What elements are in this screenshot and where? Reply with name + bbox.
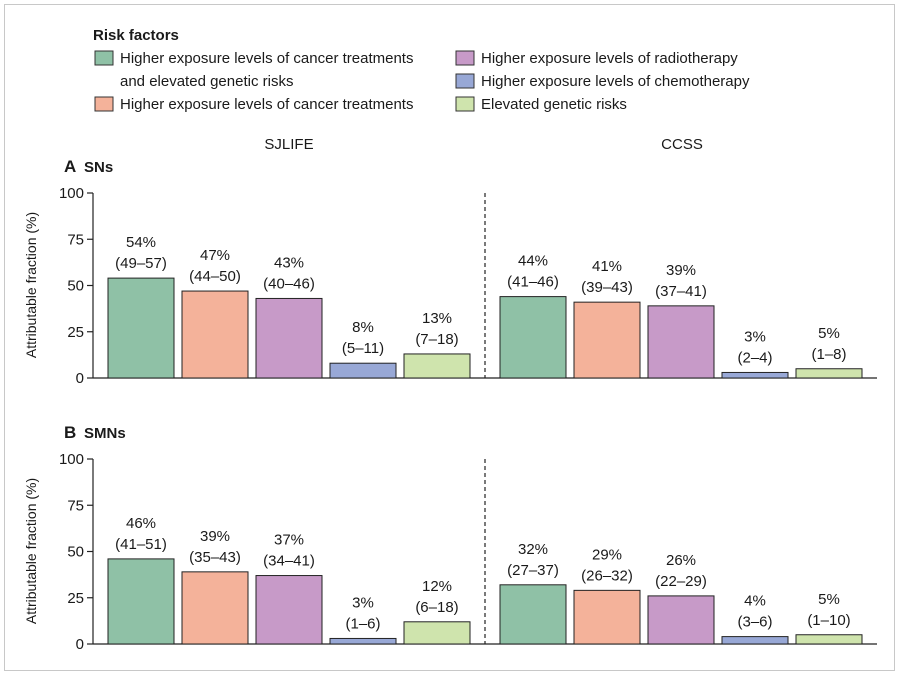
- bar-ci-label: (34–41): [263, 553, 315, 570]
- bar-ci-label: (2–4): [737, 349, 772, 366]
- cohort-header-sjlife: SJLIFE: [264, 136, 313, 153]
- bar-value-label: 32%: [518, 541, 548, 558]
- bar-value-label: 29%: [592, 546, 622, 563]
- bar-ci-label: (39–43): [581, 279, 633, 296]
- bar-value-label: 47%: [200, 247, 230, 264]
- cohort-header-ccss: CCSS: [661, 136, 703, 153]
- bar-ci-label: (35–43): [189, 549, 241, 566]
- bar-b-ccss-combined: [499, 584, 567, 645]
- panel-a-letter: A: [64, 157, 76, 176]
- legend-swatch-treatments: [94, 96, 114, 112]
- panel-b-ylabel: Attributable fraction (%): [23, 478, 39, 624]
- y-tick-label: 25: [67, 324, 84, 341]
- bar-a-sjlife-chemotherapy: [329, 362, 397, 379]
- panel-a-plot: 0 25 50 75 100 (49–57) 54% (44–50) 47% (40–46) 43%…: [59, 185, 877, 387]
- bar-ci-label: (27–37): [507, 562, 559, 579]
- y-tick-label: 50: [67, 544, 84, 561]
- bar-value-label: 39%: [200, 528, 230, 545]
- y-tick-label: 100: [59, 185, 84, 202]
- y-tick-label: 50: [67, 278, 84, 295]
- bar-a-sjlife-radiotherapy: [255, 297, 323, 379]
- bar-value-label: 41%: [592, 258, 622, 275]
- bar-b-sjlife-radiotherapy: [255, 575, 323, 645]
- y-tick-label: 0: [76, 370, 84, 387]
- bar-a-ccss-chemotherapy: [721, 371, 789, 379]
- bar-value-label: 13%: [422, 310, 452, 327]
- bar-ci-label: (7–18): [415, 331, 458, 348]
- legend: Risk factors Higher exposure levels of c…: [93, 27, 750, 113]
- bar-ci-label: (44–50): [189, 268, 241, 285]
- bar-a-ccss-combined: [499, 296, 567, 379]
- y-tick-label: 100: [59, 451, 84, 468]
- bar-b-ccss-genetic: [795, 634, 863, 645]
- legend-swatch-chemotherapy: [455, 73, 475, 89]
- bar-ci-label: (41–46): [507, 274, 559, 291]
- bar-value-label: 44%: [518, 253, 548, 270]
- legend-swatch-radiotherapy: [455, 50, 475, 66]
- panel-b-title: SMNs: [84, 425, 126, 442]
- legend-title: Risk factors: [93, 27, 179, 44]
- bar-value-label: 39%: [666, 262, 696, 279]
- bar-b-ccss-treatments: [573, 589, 641, 645]
- bar-a-sjlife-treatments: [181, 290, 249, 379]
- bar-ci-label: (5–11): [342, 340, 384, 357]
- bar-ci-label: (49–57): [115, 255, 167, 272]
- legend-label-radiotherapy: Higher exposure levels of radiotherapy: [481, 50, 738, 67]
- panel-b-letter: B: [64, 423, 76, 442]
- figure-frame: [4, 4, 895, 671]
- bar-b-sjlife-treatments: [181, 571, 249, 645]
- bar-a-sjlife-genetic: [403, 353, 471, 379]
- bar-a-sjlife-combined: [107, 277, 175, 379]
- legend-label-combined-line1: Higher exposure levels of cancer treatme…: [120, 50, 413, 67]
- legend-label-chemotherapy: Higher exposure levels of chemotherapy: [481, 73, 750, 90]
- bar-b-ccss-chemotherapy: [721, 636, 789, 645]
- legend-swatch-genetic: [455, 96, 475, 112]
- bar-ci-label: (1–6): [345, 615, 380, 632]
- bar-b-ccss-radiotherapy: [647, 595, 715, 645]
- bar-ci-label: (26–32): [581, 567, 633, 584]
- panel-b-plot: 0 25 50 75 100 (41–51) 46% (35–43) 39% (34–41) 37%…: [59, 451, 877, 653]
- legend-label-genetic: Elevated genetic risks: [481, 96, 627, 113]
- y-tick-label: 75: [67, 497, 84, 514]
- legend-label-treatments: Higher exposure levels of cancer treatme…: [120, 96, 413, 113]
- bar-ci-label: (3–6): [737, 614, 772, 631]
- y-tick-label: 75: [67, 231, 84, 248]
- bar-a-ccss-radiotherapy: [647, 305, 715, 379]
- bar-b-sjlife-chemotherapy: [329, 637, 397, 645]
- bar-value-label: 4%: [744, 593, 766, 610]
- bar-value-label: 54%: [126, 234, 156, 251]
- bar-a-ccss-genetic: [795, 368, 863, 379]
- bar-value-label: 5%: [818, 591, 840, 608]
- bar-value-label: 43%: [274, 254, 304, 271]
- bar-value-label: 46%: [126, 515, 156, 532]
- bar-value-label: 37%: [274, 532, 304, 549]
- bar-ci-label: (1–10): [807, 612, 850, 629]
- bar-ci-label: (41–51): [115, 536, 167, 553]
- bar-ci-label: (22–29): [655, 573, 707, 590]
- bar-ci-label: (6–18): [415, 599, 458, 616]
- bar-a-ccss-treatments: [573, 301, 641, 379]
- bar-ci-label: (37–41): [655, 283, 707, 300]
- bar-value-label: 3%: [744, 328, 766, 345]
- panel-a-ylabel: Attributable fraction (%): [23, 212, 39, 358]
- bar-ci-label: (40–46): [263, 275, 315, 292]
- y-tick-label: 25: [67, 590, 84, 607]
- bar-value-label: 5%: [818, 325, 840, 342]
- bar-ci-label: (1–8): [811, 346, 846, 363]
- bar-value-label: 8%: [352, 319, 374, 336]
- panel-a-title: SNs: [84, 159, 113, 176]
- bar-value-label: 3%: [352, 594, 374, 611]
- legend-swatch-combined: [94, 50, 114, 66]
- bar-value-label: 26%: [666, 552, 696, 569]
- y-tick-label: 0: [76, 636, 84, 653]
- bar-b-sjlife-genetic: [403, 621, 471, 645]
- bar-b-sjlife-combined: [107, 558, 175, 645]
- legend-label-combined-line2: and elevated genetic risks: [120, 73, 293, 90]
- bar-value-label: 12%: [422, 578, 452, 595]
